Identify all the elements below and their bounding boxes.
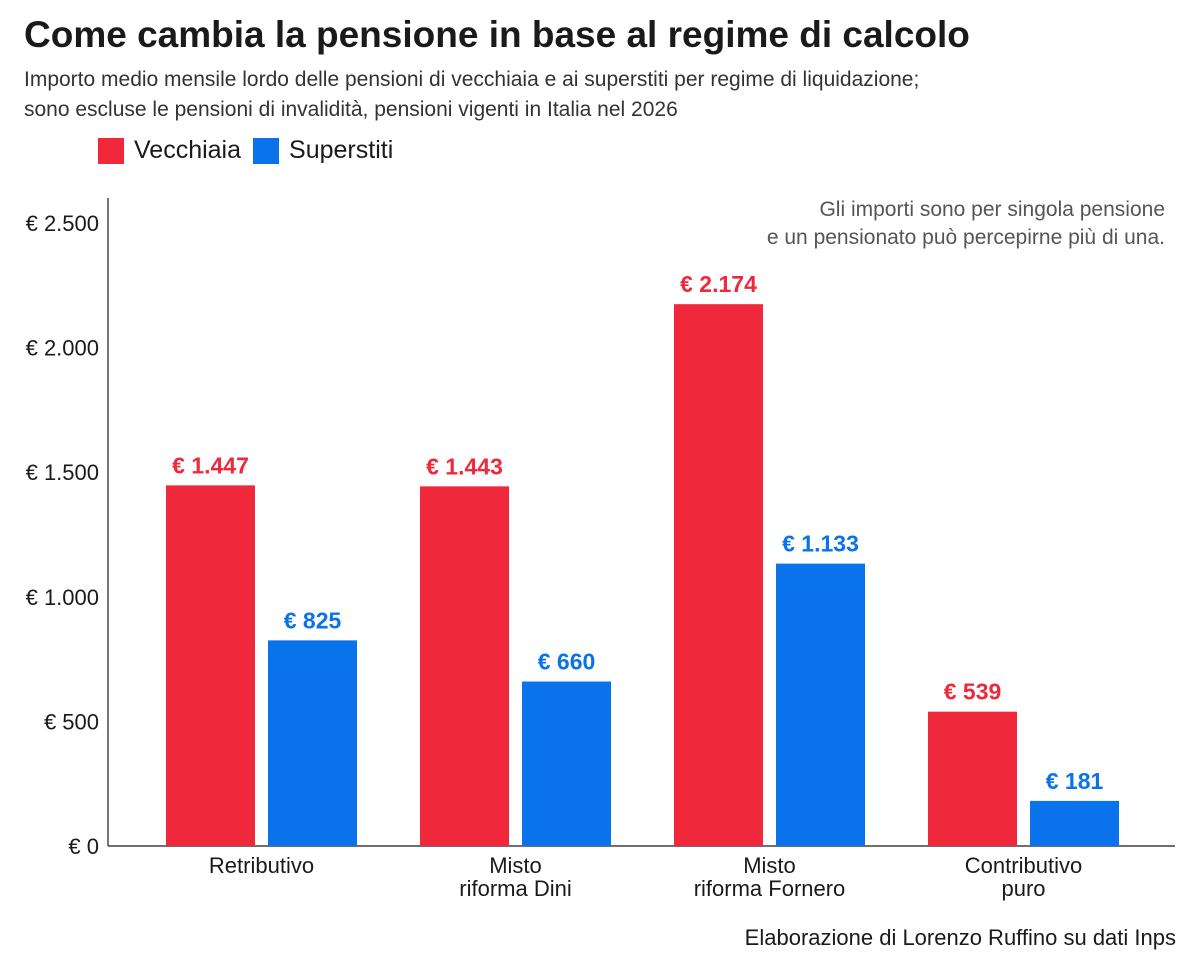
y-tick-label: € 1.000 <box>26 585 99 610</box>
chart-legend: Vecchiaia Superstiti <box>98 136 405 165</box>
bar-vecchiaia <box>674 304 763 846</box>
chart-y-tick-labels: € 0 € 500 € 1.000 € 1.500 € 2.000 € 2.500 <box>26 211 99 859</box>
legend-item-vecchiaia: Vecchiaia <box>98 136 241 165</box>
x-tick-label: riforma Fornero <box>694 876 846 901</box>
data-label-vecchiaia: € 2.174 <box>680 271 757 297</box>
y-tick-label: € 2.000 <box>26 336 99 361</box>
x-tick-label: puro <box>1001 876 1045 901</box>
bar-superstiti <box>1030 800 1119 846</box>
chart-annotation: Gli importi sono per singola pensione e … <box>767 198 1165 249</box>
chart-subtitle-line-1: Importo medio mensile lordo delle pensio… <box>24 68 920 91</box>
bar-superstiti <box>268 640 357 846</box>
source-credit: Elaborazione di Lorenzo Ruffino su dati … <box>744 925 1176 950</box>
data-label-vecchiaia: € 1.443 <box>426 453 503 479</box>
bar-vecchiaia <box>166 485 255 846</box>
x-tick-label: Misto <box>489 853 542 878</box>
bar-vecchiaia <box>420 486 509 846</box>
x-tick-label: Retributivo <box>209 853 314 878</box>
chart-bars <box>166 304 1119 846</box>
data-label-superstiti: € 660 <box>538 649 596 675</box>
y-tick-label: € 1.500 <box>26 460 99 485</box>
y-tick-label: € 2.500 <box>26 211 99 236</box>
legend-item-superstiti: Superstiti <box>253 136 393 165</box>
legend-label-superstiti: Superstiti <box>289 136 394 164</box>
data-label-superstiti: € 1.133 <box>782 531 859 557</box>
y-tick-label: € 0 <box>68 834 99 859</box>
x-tick-label: Contributivo <box>965 853 1082 878</box>
bar-superstiti <box>776 563 865 846</box>
x-tick-label: Misto <box>743 853 796 878</box>
x-tick-label: riforma Dini <box>459 876 571 901</box>
data-label-vecchiaia: € 539 <box>944 679 1002 705</box>
chart-subtitle-line-2: sono escluse le pensioni di invalidità, … <box>24 98 678 121</box>
y-tick-label: € 500 <box>44 709 99 734</box>
bar-superstiti <box>522 681 611 846</box>
chart-data-labels: € 1.447 € 825 € 1.443 € 660 € 2.174 € 1.133 € … <box>172 271 1103 794</box>
legend-swatch-superstiti <box>253 137 280 164</box>
data-label-superstiti: € 181 <box>1046 768 1104 794</box>
bar-vecchiaia <box>928 711 1017 846</box>
chart-title: Come cambia la pensione in base al regim… <box>24 14 970 55</box>
data-label-superstiti: € 825 <box>284 607 342 633</box>
annotation-line-1: Gli importi sono per singola pensione <box>819 198 1165 221</box>
annotation-line-2: e un pensionato può percepirne più di un… <box>767 226 1165 249</box>
legend-swatch-vecchiaia <box>98 137 124 164</box>
legend-label-vecchiaia: Vecchiaia <box>134 136 242 164</box>
data-label-vecchiaia: € 1.447 <box>172 452 249 478</box>
